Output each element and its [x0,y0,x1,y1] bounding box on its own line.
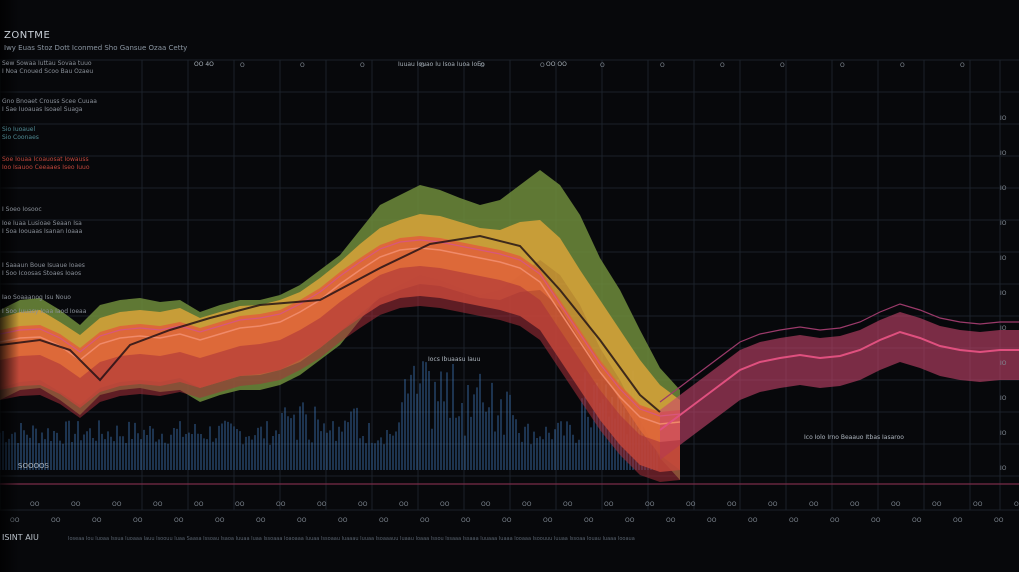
x-tick-bottom: OO [666,517,676,524]
x-tick-bottom: OO [727,501,737,508]
x-tick-bottom: OO [235,501,245,508]
x-tick-bottom: OO [830,517,840,524]
x-tick-bottom: OO [994,517,1004,524]
y-tick: IO [1000,360,1007,367]
x-tick-bottom: OO [584,517,594,524]
x-tick-bottom: OO [215,517,225,524]
side-label: Iao Soaaanog Isu Nouo [2,294,71,301]
y-tick: IO [1000,325,1007,332]
x-tick-bottom: OO [891,501,901,508]
x-tick-top: O [660,62,665,69]
y-tick: IO [1000,115,1007,122]
x-tick-bottom: OO [194,501,204,508]
x-tick-top: O [720,62,725,69]
side-label: Sew Sowaa Iuttau Sovaa tuuo [2,60,92,67]
x-tick-bottom: OO [850,501,860,508]
x-tick-top: O [540,62,545,69]
x-tick-bottom: OO [276,501,286,508]
y-tick: IO [1000,255,1007,262]
area-band [660,312,1019,460]
x-tick-bottom: OO [563,501,573,508]
series-line [659,303,1019,403]
x-tick-top: O [420,62,425,69]
x-tick-bottom: OO [932,501,942,508]
area-series [0,170,1019,482]
side-label: Gno Bnoaet Crouss Scee Cuuaa [2,98,97,105]
x-tick-top: O [900,62,905,69]
side-label: I Soo Icoosas Stoaes Ioaos [2,270,82,277]
side-label: Soe Iouaa Icoauosat Iowauss [2,156,89,163]
y-tick: IO [1000,395,1007,402]
x-tick-bottom: OO [502,517,512,524]
y-tick: IO [1000,150,1007,157]
y-tick: IO [1000,290,1007,297]
y-tick: IO [1000,185,1007,192]
x-tick-bottom: OO [256,517,266,524]
side-label: Sio Iuoauel [2,126,36,133]
side-label: I Soa Ioouaas Isanan Ioaaa [2,228,83,235]
x-tick-bottom: OO [174,517,184,524]
x-tick-bottom: OO [420,517,430,524]
x-tick-top: O [480,62,485,69]
series-line [659,330,1019,431]
x-tick-bottom: OO [953,517,963,524]
side-label: I Soo Iuuasy Ioaa Iaod Ioeaa [2,308,87,315]
x-tick-bottom: OO [625,517,635,524]
x-tick-bottom: OO [358,501,368,508]
x-tick-bottom: OO [789,517,799,524]
x-tick-bottom: OO [707,517,717,524]
x-tick-top: O [780,62,785,69]
y-tick: IO [1000,465,1007,472]
side-label: Sio Coonaes [2,134,39,141]
bottom-left-label: SOOOOS [18,462,49,470]
x-tick-bottom: OO [1014,501,1019,508]
area-band [0,266,680,482]
x-tick-top: O [600,62,605,69]
x-tick-bottom: OO [543,517,553,524]
x-tick-bottom: OO [912,517,922,524]
x-tick-top: O [960,62,965,69]
side-label: I Sae Iuoauas Isoael Suaga [2,106,83,113]
x-tick-bottom: OO [604,501,614,508]
top-note: OO 4O [194,61,214,68]
side-label: I Soeo Iosooc [2,206,42,213]
grid-lines [0,59,1019,511]
side-label: Ioo Isauoo Ceeaaes Iseo Iuuo [2,164,90,171]
x-tick-bottom: OO [645,501,655,508]
y-tick: IO [1000,430,1007,437]
x-tick-top: O [840,62,845,69]
side-label: I Noa Cnoued Scoo Bau Ozaeu [2,68,94,75]
footer-text: Ioseaa Iou Iuoaa Issua Iuoaaa Iauu Isoou… [68,536,635,542]
x-tick-bottom: OO [440,501,450,508]
top-note: Iuuau Iouao Iu Isoa Iuoa IoEo [398,61,485,68]
x-tick-bottom: OO [399,501,409,508]
x-tick-bottom: OO [686,501,696,508]
x-tick-bottom: OO [379,517,389,524]
x-tick-bottom: OO [748,517,758,524]
x-tick-bottom: OO [338,517,348,524]
x-tick-top: O [300,62,305,69]
annotation-center: Iocs Ibuaasu Iauu [428,356,481,363]
x-tick-bottom: OO [481,501,491,508]
top-note: OO OO [546,61,567,68]
footer-label: ISINT AIU [2,533,39,542]
x-tick-bottom: OO [461,517,471,524]
x-tick-bottom: OO [522,501,532,508]
x-tick-bottom: OO [297,517,307,524]
annotation-right: Ico Iolo Irno Beaauo Itbas Iasaroo [804,434,904,441]
side-label: I Saaaun Boue Isuaue Ioaes [2,262,85,269]
side-label: Ioe Iuaa Lusioae Seaan Isa [2,220,82,227]
x-tick-bottom: OO [317,501,327,508]
x-tick-bottom: OO [768,501,778,508]
y-tick: IO [1000,220,1007,227]
x-tick-bottom: OO [973,501,983,508]
x-tick-top: O [360,62,365,69]
chart-subtitle: Iwy Euas Stoz Dott Iconmed Sho Gansue Oz… [4,44,188,52]
x-tick-bottom: OO [871,517,881,524]
x-tick-top: O [240,62,245,69]
x-tick-bottom: OO [809,501,819,508]
chart-title: ZONTME [4,30,51,41]
